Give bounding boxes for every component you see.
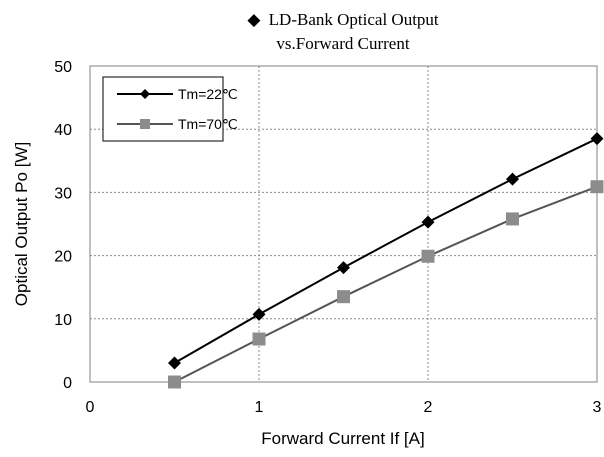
legend-item: Tm=22℃ xyxy=(117,86,238,102)
data-point xyxy=(590,132,604,146)
x-tick-label: 1 xyxy=(255,399,264,416)
series-line xyxy=(174,137,598,364)
data-point xyxy=(506,212,519,226)
x-tick-label: 3 xyxy=(593,399,602,416)
chart-title: ◆ LD-Bank Optical Output vs.Forward Curr… xyxy=(247,10,439,53)
data-point xyxy=(506,172,519,186)
y-tick-label: 20 xyxy=(54,249,72,266)
svg-text:◆ LD-Bank Optical Output: ◆ LD-Bank Optical Output xyxy=(247,10,439,29)
legend-marker xyxy=(140,119,150,129)
data-point xyxy=(590,180,604,194)
data-point xyxy=(252,307,266,321)
data-point xyxy=(337,290,350,304)
y-tick-label: 10 xyxy=(54,312,72,329)
data-point xyxy=(337,261,350,275)
x-axis-ticks: 0 1 2 3 xyxy=(86,399,602,416)
y-tick-label: 40 xyxy=(54,122,72,139)
legend-marker xyxy=(140,89,150,99)
y-tick-label: 0 xyxy=(63,375,72,392)
legend-label: Tm=70℃ xyxy=(178,116,238,132)
data-point xyxy=(252,332,266,346)
series-layer xyxy=(168,132,604,389)
x-axis-label: Forward Current If [A] xyxy=(261,429,424,448)
legend-items: Tm=22℃ Tm=70℃ xyxy=(117,86,238,132)
data-point xyxy=(421,215,435,229)
data-point xyxy=(421,249,435,263)
y-tick-label: 50 xyxy=(54,59,72,76)
title-symbol: ◆ xyxy=(247,10,261,29)
series-1 xyxy=(168,132,604,370)
series-line xyxy=(174,185,598,383)
legend-label: Tm=22℃ xyxy=(178,86,238,102)
legend-box xyxy=(102,76,224,142)
legend-item: Tm=70℃ xyxy=(117,116,238,132)
data-point xyxy=(168,375,181,389)
x-tick-label: 0 xyxy=(86,399,95,416)
title-line-1: LD-Bank Optical Output xyxy=(269,10,439,29)
data-point xyxy=(168,356,181,370)
legend: Tm=22℃ Tm=70℃ xyxy=(102,76,238,142)
y-tick-label: 30 xyxy=(54,185,72,202)
y-axis-ticks: 0 10 20 30 40 50 xyxy=(54,59,72,392)
x-tick-label: 2 xyxy=(424,399,433,416)
plot-area-border xyxy=(89,65,598,383)
y-axis-label: Optical Output Po [W] xyxy=(12,142,31,306)
series-2 xyxy=(168,180,604,389)
title-line-2: vs.Forward Current xyxy=(276,34,409,53)
